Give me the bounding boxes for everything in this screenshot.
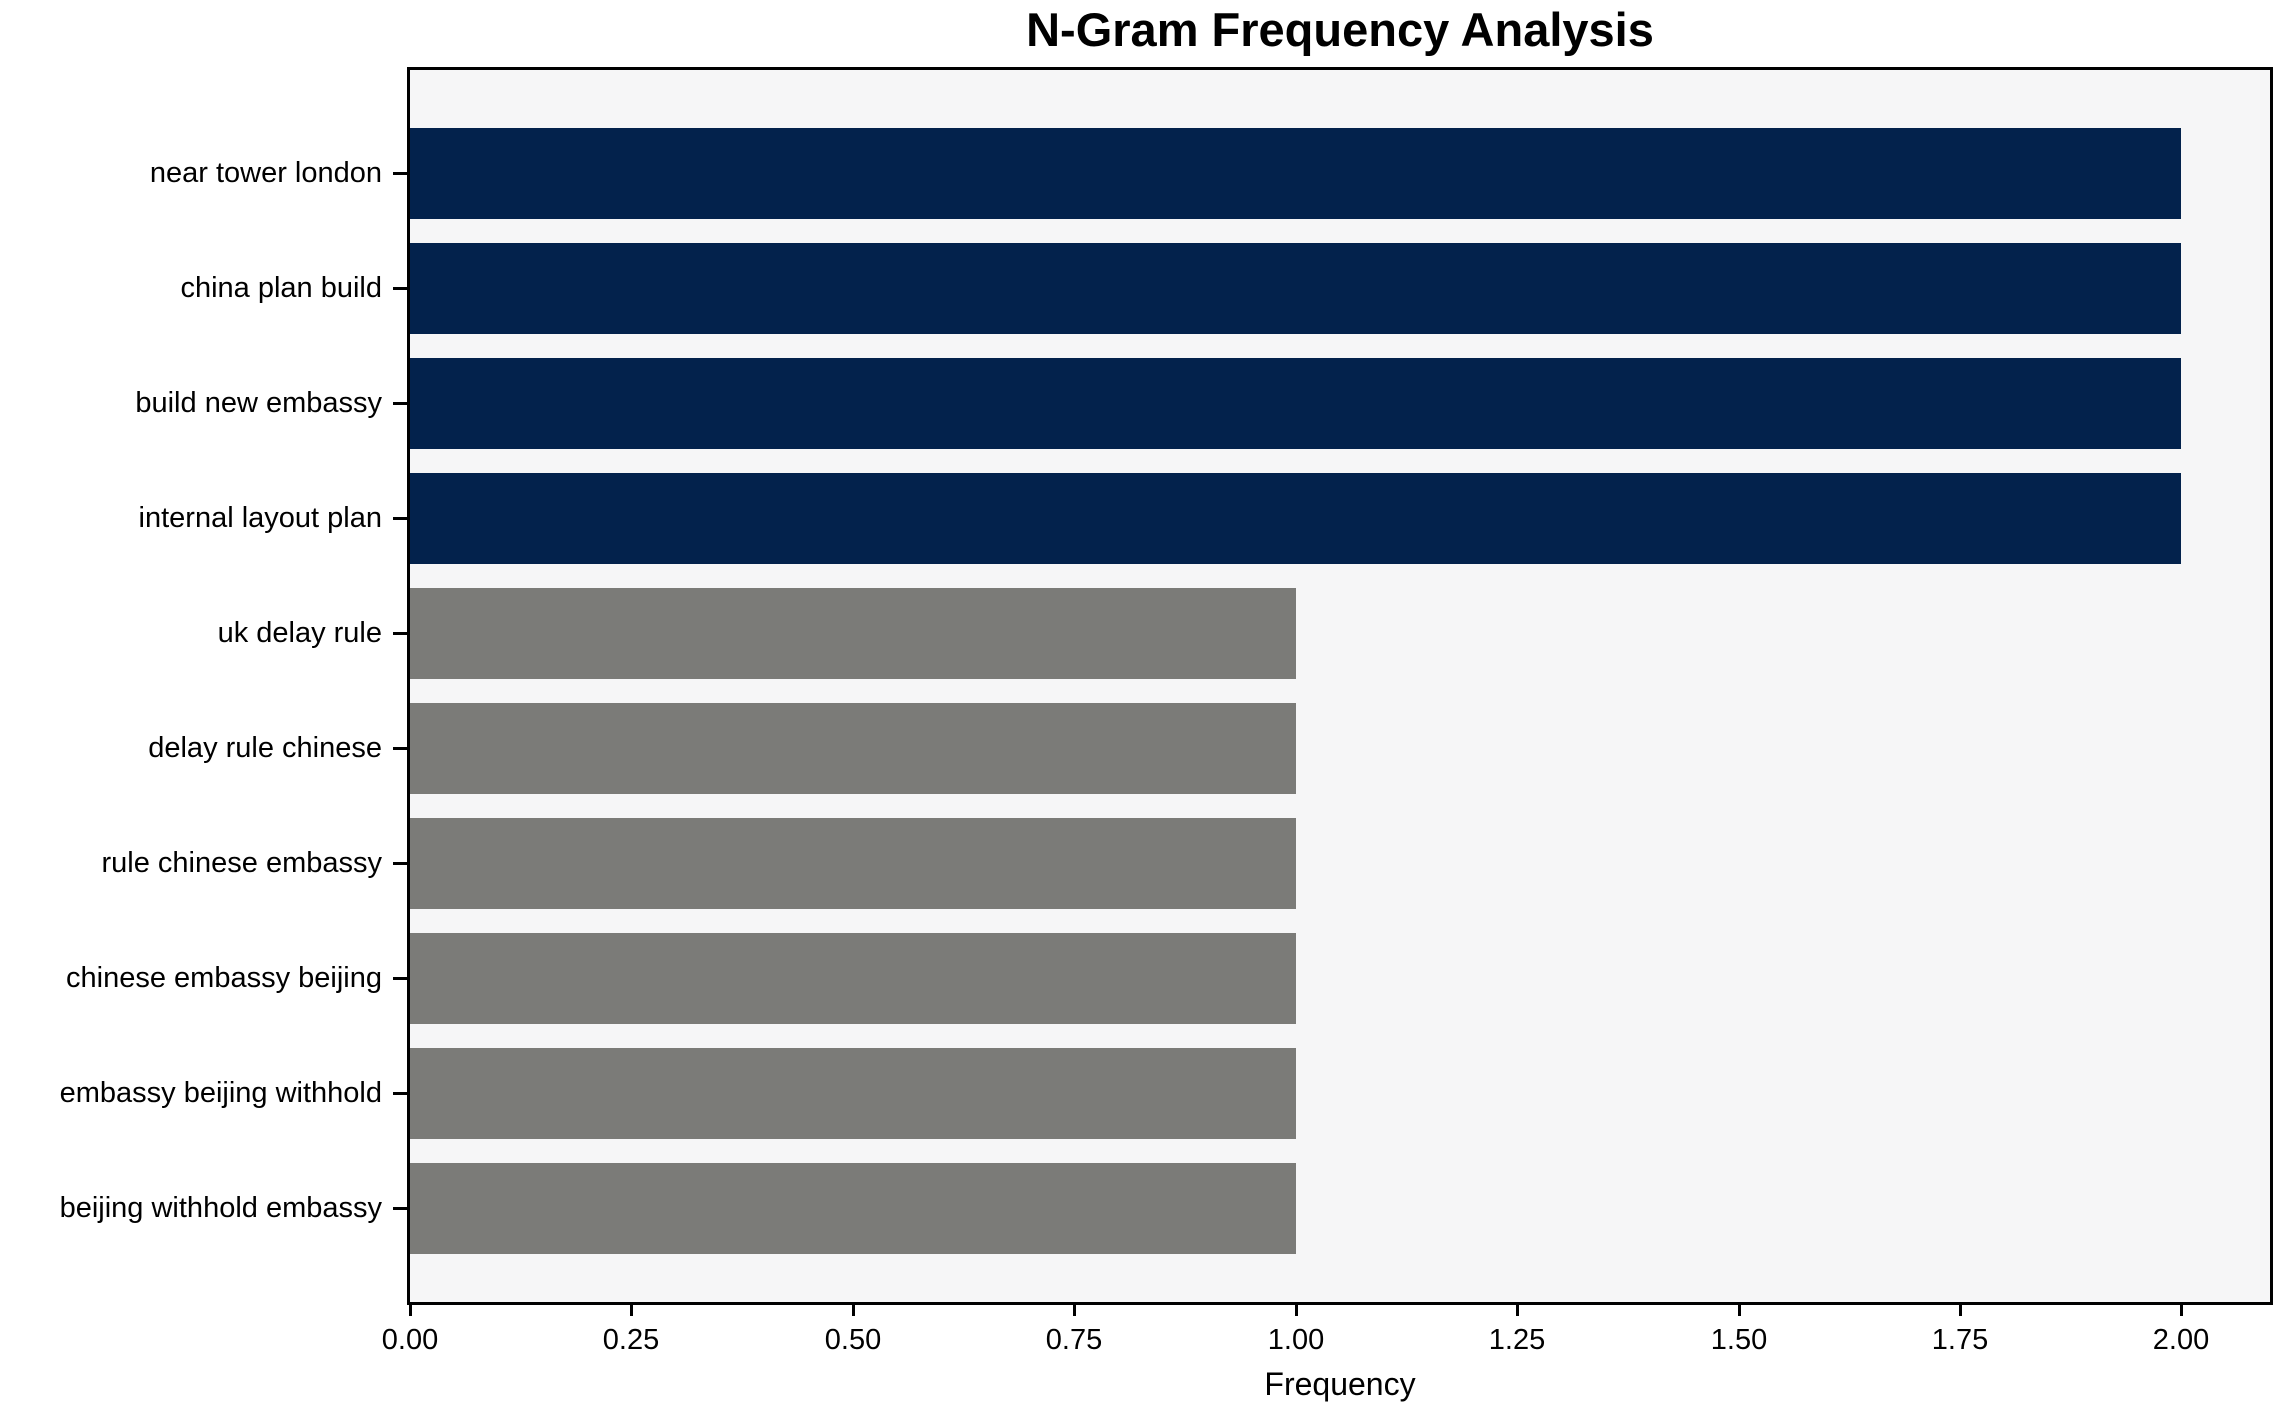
bar — [410, 932, 1296, 1024]
y-tick-mark — [393, 517, 407, 520]
x-tick-label: 0.50 — [824, 1324, 882, 1356]
bar — [410, 587, 1296, 679]
bar — [410, 127, 2181, 219]
y-tick-mark — [393, 747, 407, 750]
x-tick-label: 1.25 — [1488, 1324, 1546, 1356]
y-tick-label: rule chinese embassy — [101, 847, 382, 879]
y-tick-label: delay rule chinese — [148, 732, 382, 764]
plot-area — [410, 70, 2270, 1302]
chart-title: N-Gram Frequency Analysis — [1026, 3, 1654, 56]
x-tick-mark — [1516, 1302, 1519, 1316]
x-tick-label: 1.50 — [1710, 1324, 1768, 1356]
x-axis-label: Frequency — [1264, 1366, 1416, 1402]
x-tick-mark — [2180, 1302, 2183, 1316]
x-tick-mark — [409, 1302, 412, 1316]
y-tick-label: uk delay rule — [217, 617, 382, 649]
y-tick-mark — [393, 402, 407, 405]
y-tick-mark — [393, 172, 407, 175]
x-tick-mark — [852, 1302, 855, 1316]
y-tick-mark — [393, 1092, 407, 1095]
bar — [410, 472, 2181, 564]
bar — [410, 817, 1296, 909]
y-tick-label: internal layout plan — [138, 502, 382, 534]
bar — [410, 1047, 1296, 1139]
bar — [410, 357, 2181, 449]
bar — [410, 242, 2181, 334]
x-tick-mark — [1738, 1302, 1741, 1316]
y-tick-mark — [393, 1207, 407, 1210]
y-tick-label: embassy beijing withhold — [59, 1077, 382, 1109]
x-tick-label: 2.00 — [2152, 1324, 2210, 1356]
x-tick-label: 0.25 — [602, 1324, 660, 1356]
y-tick-mark — [393, 977, 407, 980]
y-tick-mark — [393, 632, 407, 635]
x-tick-mark — [1073, 1302, 1076, 1316]
y-tick-mark — [393, 862, 407, 865]
x-tick-label: 0.75 — [1045, 1324, 1103, 1356]
y-tick-label: beijing withhold embassy — [59, 1192, 382, 1224]
bar — [410, 1162, 1296, 1254]
y-tick-label: build new embassy — [135, 387, 382, 419]
y-tick-mark — [393, 287, 407, 290]
x-tick-mark — [1295, 1302, 1298, 1316]
y-tick-label: near tower london — [149, 157, 382, 189]
y-tick-label: china plan build — [180, 272, 382, 304]
bar — [410, 702, 1296, 794]
x-tick-label: 0.00 — [381, 1324, 439, 1356]
x-tick-label: 1.00 — [1267, 1324, 1325, 1356]
x-tick-label: 1.75 — [1931, 1324, 1989, 1356]
x-tick-mark — [1959, 1302, 1962, 1316]
x-tick-mark — [630, 1302, 633, 1316]
y-tick-label: chinese embassy beijing — [66, 962, 382, 994]
